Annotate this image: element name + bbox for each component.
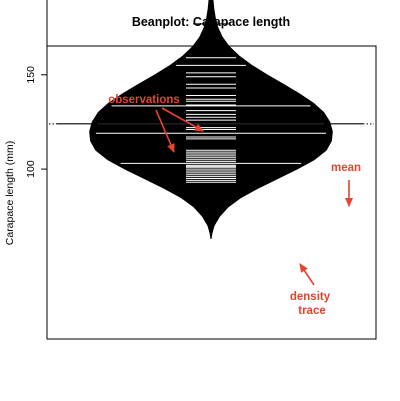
annotation-mean: mean [331, 162, 361, 174]
annotations: observations mean density trace [108, 94, 361, 317]
y-axis: 100150200 [25, 0, 48, 178]
y-tick-label: 100 [25, 160, 37, 178]
y-tick-label: 150 [25, 66, 37, 84]
arrow-observations-right [161, 107, 204, 132]
density-trace [89, 0, 333, 239]
annotation-observations: observations [108, 94, 180, 106]
y-axis-label: Carapace length (mm) [4, 141, 16, 245]
bean [89, 0, 333, 239]
arrow-density-trace [299, 263, 315, 286]
arrow-observations-left [155, 109, 175, 153]
annotation-trace: trace [298, 305, 326, 317]
annotation-density: density [290, 291, 331, 303]
